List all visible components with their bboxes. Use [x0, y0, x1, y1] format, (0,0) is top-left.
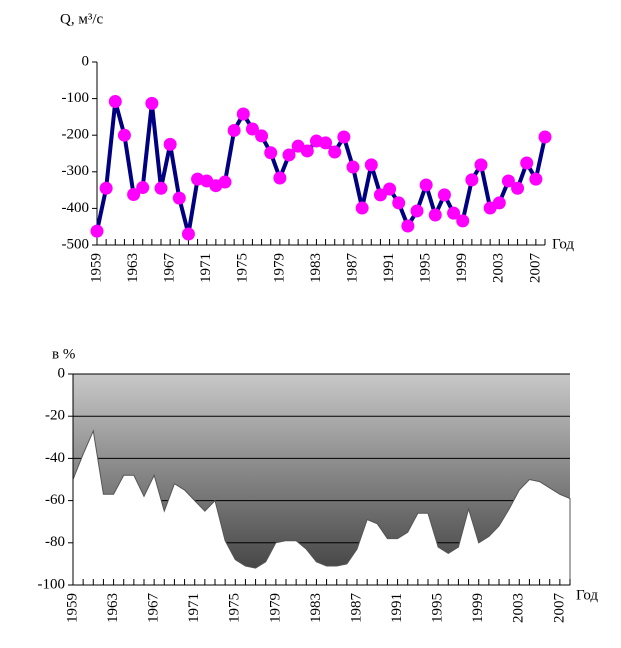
y-tick-label: -300	[62, 163, 90, 179]
marker	[373, 188, 387, 202]
marker	[172, 191, 186, 205]
marker	[456, 214, 470, 228]
marker	[264, 146, 278, 160]
x-tick-label: 2007	[527, 253, 543, 284]
x-tick-label: 1979	[271, 253, 287, 283]
x-axis-label: Год	[576, 587, 598, 603]
y-tick-label: -100	[38, 576, 66, 592]
marker	[117, 128, 131, 142]
x-tick-label: 1995	[430, 593, 446, 623]
x-tick-label: 1959	[88, 253, 104, 283]
x-tick-label: 1963	[125, 253, 141, 283]
x-tick-label: 1975	[235, 253, 251, 283]
marker	[99, 181, 113, 195]
marker	[538, 130, 552, 144]
marker	[474, 158, 488, 172]
y-tick-label: -400	[62, 200, 90, 216]
x-tick-label: 2007	[551, 593, 567, 624]
x-tick-label: 1979	[267, 593, 283, 623]
x-tick-label: 1987	[344, 253, 360, 284]
marker	[90, 224, 104, 238]
area	[72, 429, 571, 586]
y-tick-label: -500	[62, 236, 90, 252]
x-tick-label: 1967	[162, 253, 178, 284]
x-tick-label: 1959	[64, 593, 80, 623]
marker	[419, 178, 433, 192]
marker	[410, 204, 424, 218]
marker	[401, 219, 415, 233]
x-tick-label: 1963	[105, 593, 121, 623]
x-axis-label: Год	[552, 236, 574, 252]
marker	[437, 188, 451, 202]
marker	[355, 201, 369, 215]
x-tick-label: 1995	[418, 253, 434, 283]
marker	[465, 173, 479, 187]
x-tick-label: 1971	[198, 253, 214, 283]
marker	[328, 145, 342, 159]
y-tick-label: -100	[62, 90, 90, 106]
marker	[227, 123, 241, 137]
x-tick-label: 1991	[381, 253, 397, 283]
x-tick-label: 1967	[146, 593, 162, 624]
x-tick-label: 1971	[186, 593, 202, 623]
y-tick-label: 0	[58, 365, 66, 381]
y-tick-label: 0	[82, 53, 90, 69]
marker	[108, 95, 122, 109]
marker	[181, 227, 195, 241]
y-tick-label: -60	[45, 492, 65, 508]
x-tick-label: 1983	[308, 253, 324, 283]
y-tick-label: -80	[45, 534, 65, 550]
marker	[392, 196, 406, 210]
y-axis-label: Q, м³/с	[60, 11, 103, 27]
x-tick-label: 1983	[308, 593, 324, 623]
y-tick-label: -40	[45, 450, 65, 466]
marker	[346, 160, 360, 174]
marker	[145, 96, 159, 110]
marker	[428, 208, 442, 222]
x-tick-label: 2003	[491, 253, 507, 283]
marker	[273, 171, 287, 185]
marker	[218, 175, 232, 189]
marker	[136, 181, 150, 195]
marker	[236, 107, 250, 121]
marker	[364, 158, 378, 172]
x-tick-label: 1975	[227, 593, 243, 623]
x-tick-label: 1999	[454, 253, 470, 283]
marker	[337, 130, 351, 144]
y-axis-label: в %	[52, 346, 75, 362]
marker	[511, 181, 525, 195]
marker	[520, 156, 534, 170]
marker	[127, 187, 141, 201]
marker	[529, 172, 543, 186]
marker	[383, 182, 397, 196]
marker	[245, 122, 259, 136]
x-tick-label: 1999	[470, 593, 486, 623]
y-tick-label: -20	[45, 408, 65, 424]
marker	[255, 129, 269, 143]
marker	[492, 196, 506, 210]
x-tick-label: 1991	[389, 593, 405, 623]
marker	[282, 148, 296, 162]
marker	[501, 174, 515, 188]
marker	[154, 181, 168, 195]
marker	[300, 144, 314, 158]
x-tick-label: 2003	[511, 593, 527, 623]
marker	[447, 206, 461, 220]
marker	[319, 136, 333, 150]
y-tick-label: -200	[62, 127, 90, 143]
x-tick-label: 1987	[348, 593, 364, 624]
marker	[163, 137, 177, 151]
